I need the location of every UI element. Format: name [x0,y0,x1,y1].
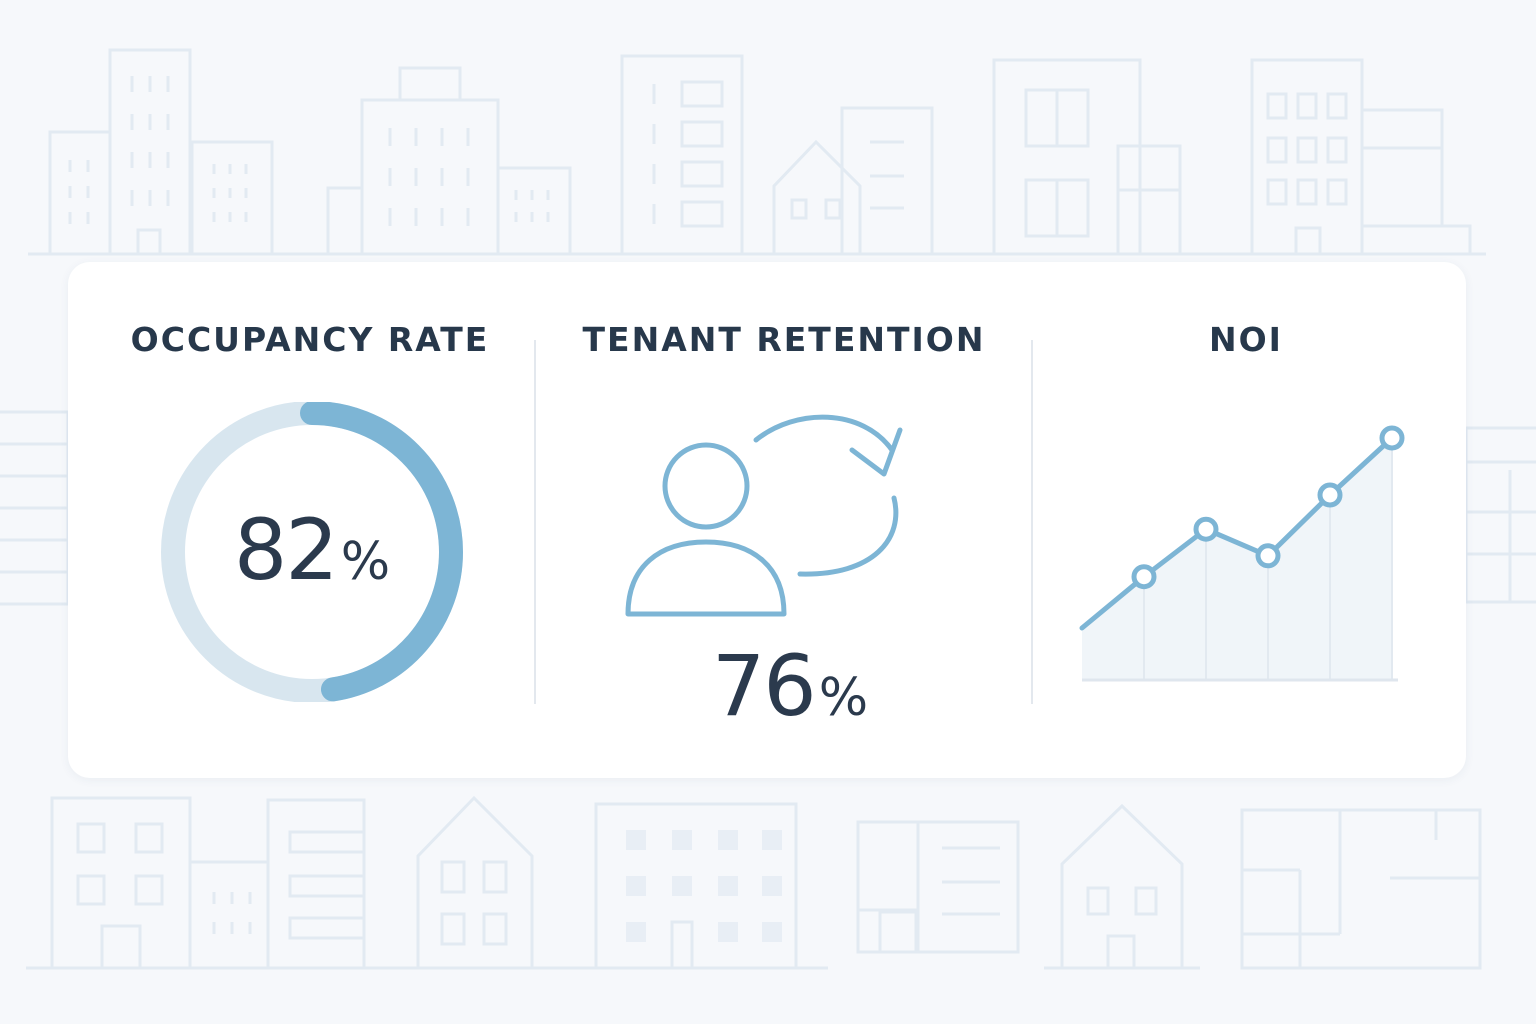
line-chart-icon [1079,425,1405,682]
noi-area-fill [1082,438,1392,680]
occupancy-title: OCCUPANCY RATE [130,320,490,359]
occupancy-value: 82% [158,508,466,592]
noi-point [1193,516,1219,542]
noi-point [1255,543,1281,569]
donut-chart-icon [161,402,463,702]
retention-number: 76 [711,637,817,735]
retention-unit: % [818,668,869,728]
noi-point [1317,482,1343,508]
tenant-retention-icon [625,414,903,617]
person-body [625,539,787,617]
occupancy-number: 82 [233,501,339,599]
divider-2 [1031,340,1033,704]
person-head [662,442,750,530]
noi-point [1131,564,1157,590]
donut-progress-arc [161,402,463,702]
divider-1 [534,340,536,704]
noi-point [1379,425,1405,451]
noi-series-line [1079,435,1395,631]
retention-arrow-bottom [797,495,899,577]
retention-title: TENANT RETENTION [582,320,986,359]
retention-arrow-top [753,414,895,453]
retention-arrowhead [849,427,903,477]
kpi-card: OCCUPANCY RATE 82% TENANT RETENTION 76% [68,262,1466,778]
retention-value: 76% [640,644,940,728]
occupancy-unit: % [340,532,391,592]
noi-title: NOI [1209,320,1283,359]
